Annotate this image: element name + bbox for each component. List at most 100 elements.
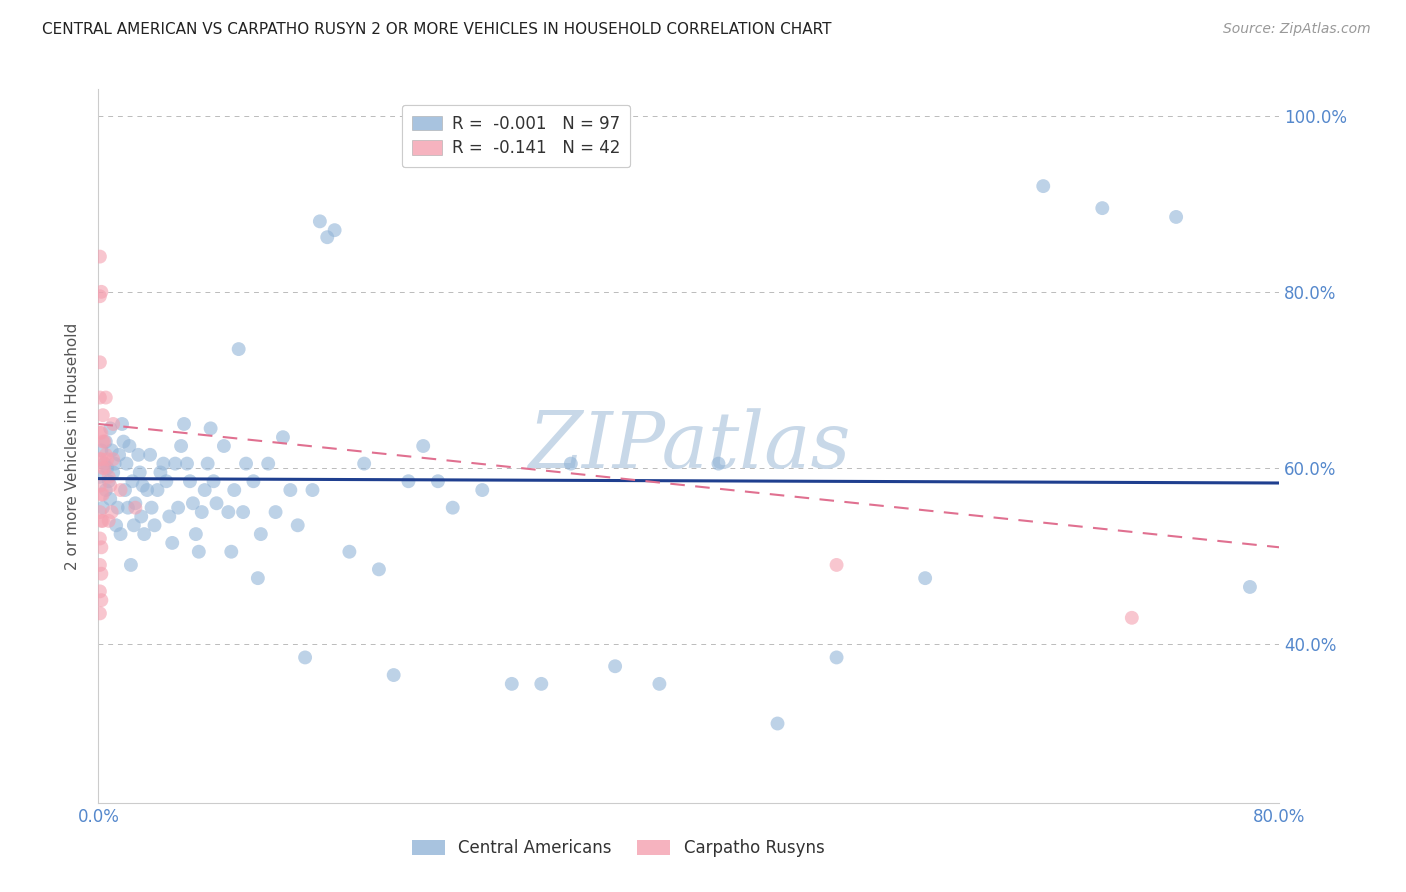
Point bbox=[219, 545, 242, 559]
Point bbox=[98, 478, 121, 492]
Point bbox=[90, 452, 112, 467]
Point bbox=[323, 223, 346, 237]
Point bbox=[212, 439, 235, 453]
Point bbox=[143, 518, 166, 533]
Point bbox=[427, 475, 450, 489]
Point bbox=[294, 650, 316, 665]
Point bbox=[89, 505, 111, 519]
Text: CENTRAL AMERICAN VS CARPATHO RUSYN 2 OR MORE VEHICLES IN HOUSEHOLD CORRELATION C: CENTRAL AMERICAN VS CARPATHO RUSYN 2 OR … bbox=[42, 22, 832, 37]
Point bbox=[90, 487, 112, 501]
Point bbox=[124, 496, 146, 510]
Point bbox=[98, 421, 121, 435]
Point bbox=[103, 417, 125, 431]
Point bbox=[96, 452, 118, 467]
Point bbox=[825, 558, 848, 572]
Point bbox=[1091, 201, 1114, 215]
Point bbox=[105, 518, 128, 533]
Point bbox=[91, 408, 114, 422]
Point bbox=[104, 457, 127, 471]
Point bbox=[89, 532, 111, 546]
Point bbox=[176, 457, 198, 471]
Point bbox=[170, 439, 193, 453]
Point bbox=[825, 650, 848, 665]
Y-axis label: 2 or more Vehicles in Household: 2 or more Vehicles in Household bbox=[65, 322, 80, 570]
Point bbox=[707, 457, 730, 471]
Point bbox=[111, 417, 134, 431]
Point bbox=[1032, 179, 1054, 194]
Point bbox=[100, 505, 122, 519]
Point bbox=[187, 545, 209, 559]
Point bbox=[96, 461, 118, 475]
Point bbox=[181, 496, 204, 510]
Point bbox=[90, 593, 112, 607]
Point bbox=[165, 457, 187, 471]
Point bbox=[89, 289, 111, 303]
Point bbox=[217, 505, 239, 519]
Point bbox=[94, 483, 117, 497]
Point bbox=[441, 500, 464, 515]
Point bbox=[339, 545, 360, 559]
Point bbox=[264, 505, 287, 519]
Point bbox=[648, 677, 671, 691]
Point bbox=[91, 514, 114, 528]
Point bbox=[94, 434, 117, 449]
Point bbox=[128, 466, 150, 480]
Point bbox=[110, 483, 132, 497]
Point bbox=[316, 230, 339, 244]
Point bbox=[124, 500, 146, 515]
Point bbox=[382, 668, 405, 682]
Point bbox=[605, 659, 627, 673]
Point bbox=[121, 475, 143, 489]
Point bbox=[301, 483, 323, 497]
Point bbox=[110, 527, 132, 541]
Point bbox=[90, 541, 112, 555]
Point bbox=[412, 439, 434, 453]
Point bbox=[93, 457, 115, 471]
Point bbox=[530, 677, 553, 691]
Point bbox=[89, 584, 111, 599]
Point bbox=[117, 500, 139, 515]
Point bbox=[1121, 611, 1143, 625]
Point bbox=[100, 443, 122, 458]
Point bbox=[149, 466, 172, 480]
Point bbox=[89, 452, 111, 467]
Point bbox=[560, 457, 582, 471]
Point bbox=[97, 514, 120, 528]
Point bbox=[114, 483, 136, 497]
Point bbox=[91, 500, 114, 515]
Point bbox=[90, 443, 112, 458]
Legend: Central Americans, Carpatho Rusyns: Central Americans, Carpatho Rusyns bbox=[404, 831, 832, 866]
Point bbox=[194, 483, 217, 497]
Point bbox=[127, 448, 149, 462]
Point bbox=[200, 421, 222, 435]
Point bbox=[235, 457, 257, 471]
Point bbox=[94, 448, 117, 462]
Point bbox=[136, 483, 159, 497]
Point bbox=[471, 483, 494, 497]
Point bbox=[232, 505, 254, 519]
Point bbox=[501, 677, 523, 691]
Point bbox=[146, 483, 169, 497]
Point bbox=[152, 457, 174, 471]
Point bbox=[1164, 210, 1187, 224]
Point bbox=[1239, 580, 1261, 594]
Point bbox=[155, 475, 177, 489]
Point bbox=[90, 514, 112, 528]
Point bbox=[271, 430, 294, 444]
Point bbox=[91, 434, 114, 449]
Point bbox=[309, 214, 332, 228]
Point bbox=[120, 558, 142, 572]
Text: Source: ZipAtlas.com: Source: ZipAtlas.com bbox=[1223, 22, 1371, 37]
Point bbox=[157, 509, 180, 524]
Point bbox=[107, 500, 129, 515]
Point bbox=[173, 417, 195, 431]
Point bbox=[89, 391, 111, 405]
Point bbox=[368, 562, 391, 576]
Point bbox=[202, 475, 225, 489]
Point bbox=[90, 285, 112, 299]
Point bbox=[287, 518, 309, 533]
Point bbox=[103, 466, 125, 480]
Point bbox=[112, 434, 135, 449]
Point bbox=[246, 571, 269, 585]
Point bbox=[162, 536, 183, 550]
